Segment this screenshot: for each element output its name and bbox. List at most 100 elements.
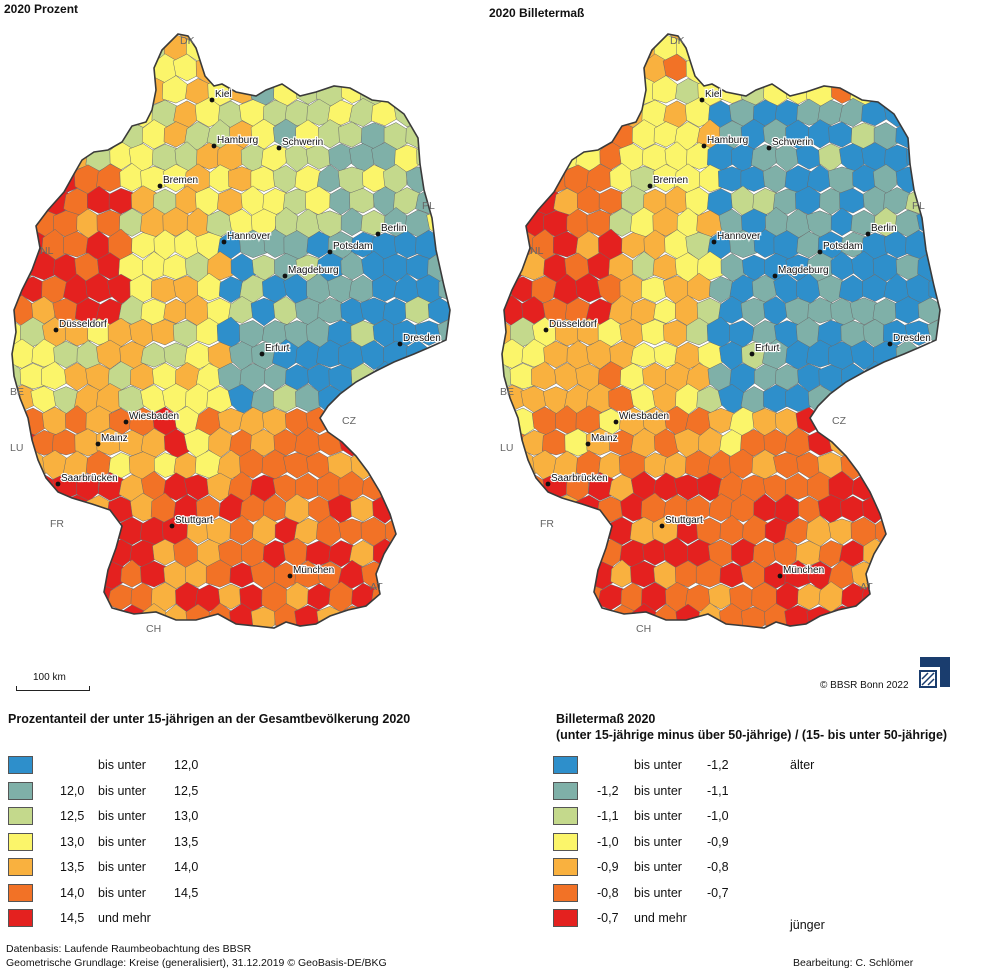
district-region[interactable]: [172, 319, 199, 347]
district-region[interactable]: [828, 121, 854, 148]
city-label: Erfurt: [265, 343, 290, 354]
legend-rel-text: bis unter: [98, 758, 146, 772]
city-label: Hannover: [227, 231, 271, 242]
district-region[interactable]: [719, 514, 744, 545]
country-label: FR: [540, 518, 554, 530]
country-label: DK: [670, 35, 685, 47]
legend-rel-text: bis unter: [98, 885, 146, 900]
right-map-title: 2020 Billetermaß: [489, 6, 585, 20]
legend-to-text: 13,0: [174, 809, 199, 823]
district-region[interactable]: [305, 144, 332, 170]
left-choropleth-map[interactable]: Kiel Hamburg Schwerin Bremen Berlin Hannover P…: [0, 14, 490, 654]
district-region[interactable]: [719, 562, 745, 588]
city-label: Wiesbaden: [619, 411, 669, 422]
city-marker: [545, 481, 551, 487]
district-region[interactable]: [229, 562, 255, 588]
country-label: AT: [860, 581, 873, 593]
legend-to-text: 12,0: [174, 758, 199, 772]
legend-swatch: [553, 883, 578, 902]
district-region[interactable]: [393, 98, 422, 128]
legend-to-text: 13,5: [174, 834, 199, 849]
city-marker: [211, 143, 217, 149]
district-region[interactable]: [316, 606, 342, 633]
district-region[interactable]: [305, 540, 333, 567]
city-label: Mainz: [101, 433, 128, 444]
city-marker: [701, 143, 707, 149]
legend-to-text: -0,7: [707, 885, 729, 900]
scale-bar: [16, 686, 90, 691]
district-region[interactable]: [575, 583, 603, 613]
district-region[interactable]: [620, 56, 646, 82]
legend-from-text: 13,0: [60, 834, 85, 849]
legend-from-text: 14,5: [60, 911, 85, 925]
country-label: NL: [40, 245, 54, 257]
legend-rel-text: bis unter: [634, 758, 682, 772]
districts: [502, 34, 964, 633]
legend-to-text: 14,5: [174, 885, 199, 900]
legend-swatch: [8, 858, 33, 876]
city-marker: [749, 351, 755, 357]
city-label: Saarbrücken: [551, 473, 608, 484]
legend-swatch: [553, 909, 578, 927]
legend-to-text: -1,1: [707, 783, 729, 798]
district-region[interactable]: [393, 187, 421, 215]
city-label: Stuttgart: [175, 515, 213, 526]
city-marker: [772, 273, 778, 279]
country-label: BE: [500, 386, 514, 398]
legend-from-text: -0,9: [597, 860, 619, 874]
district-region[interactable]: [653, 298, 678, 324]
district-region[interactable]: [795, 540, 823, 567]
district-region[interactable]: [448, 294, 474, 325]
district-region[interactable]: [784, 604, 812, 633]
district-region[interactable]: [350, 495, 375, 523]
city-label: Magdeburg: [778, 265, 829, 276]
district-region[interactable]: [917, 297, 942, 324]
city-label: Stuttgart: [665, 515, 703, 526]
city-label: Kiel: [215, 89, 232, 100]
country-label: CH: [146, 623, 161, 635]
district-region[interactable]: [338, 121, 364, 148]
city-marker: [777, 573, 783, 579]
district-region[interactable]: [163, 298, 188, 324]
district-region[interactable]: [883, 187, 911, 215]
legend-swatch: [553, 781, 578, 800]
district-region[interactable]: [229, 514, 254, 545]
city-label: Magdeburg: [288, 265, 339, 276]
district-region[interactable]: [427, 297, 452, 324]
district-region[interactable]: [588, 472, 614, 501]
district-region[interactable]: [371, 274, 397, 302]
legend-rel-text: bis unter: [634, 809, 682, 823]
city-marker: [157, 183, 163, 189]
district-region[interactable]: [852, 473, 878, 501]
city-label: Schwerin: [282, 137, 323, 148]
right-choropleth-map[interactable]: Kiel Hamburg Schwerin Bremen Berlin Hannover P…: [490, 14, 980, 654]
city-marker: [585, 441, 591, 447]
district-region[interactable]: [130, 56, 156, 82]
district-region[interactable]: [294, 604, 322, 633]
district-region[interactable]: [938, 294, 964, 325]
country-label: AT: [370, 581, 383, 593]
city-marker: [659, 523, 665, 529]
district-region[interactable]: [840, 495, 865, 523]
city-marker: [123, 419, 129, 425]
legend-rel-text: bis unter: [634, 834, 682, 849]
city-marker: [887, 341, 893, 347]
city-label: Saarbrücken: [61, 473, 118, 484]
city-marker: [287, 573, 293, 579]
data-source: Datenbasis: Laufende Raumbeobachtung des…: [6, 943, 252, 955]
district-region[interactable]: [806, 606, 832, 633]
city-label: Schwerin: [772, 137, 813, 148]
district-region[interactable]: [883, 98, 912, 128]
district-region[interactable]: [98, 472, 124, 501]
district-region[interactable]: [362, 473, 388, 501]
legend-swatch: [553, 807, 578, 825]
country-label: CZ: [342, 415, 357, 427]
city-label: Berlin: [381, 223, 407, 234]
city-label: Bremen: [163, 175, 198, 186]
district-region[interactable]: [861, 274, 887, 302]
district-region[interactable]: [662, 319, 689, 347]
country-label: FR: [50, 518, 64, 530]
city-marker: [766, 145, 772, 151]
district-region[interactable]: [795, 144, 822, 170]
district-region[interactable]: [85, 583, 113, 613]
